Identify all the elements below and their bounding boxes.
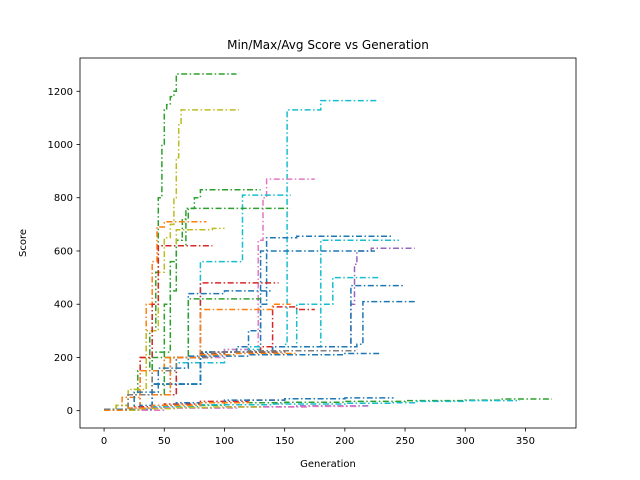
series-layer	[104, 73, 552, 411]
series-line-28	[104, 397, 394, 411]
y-tick-label: 400	[54, 300, 73, 311]
series-line-25	[104, 352, 297, 411]
series-line-32	[104, 405, 358, 411]
x-axis-label: Generation	[300, 459, 356, 470]
x-tick-label: 300	[456, 436, 475, 447]
y-axis-label: Score	[18, 229, 29, 257]
x-axis: 0 50 100 150 200 250 300 350	[101, 428, 535, 447]
y-tick-label: 1000	[48, 140, 73, 151]
x-tick-label: 250	[396, 436, 415, 447]
y-tick-label: 800	[54, 193, 73, 204]
series-line-34	[104, 401, 250, 411]
y-tick-label: 600	[54, 246, 73, 257]
series-line-24	[104, 349, 358, 411]
y-tick-label: 200	[54, 353, 73, 364]
x-tick-label: 350	[516, 436, 535, 447]
plot-frame	[79, 57, 577, 429]
chart-title: Min/Max/Avg Score vs Generation	[227, 38, 429, 52]
x-tick-label: 50	[158, 436, 171, 447]
y-axis: 0 200 400 600 800 1000 1200	[48, 87, 80, 417]
y-tick-label: 0	[67, 406, 73, 417]
x-tick-label: 200	[335, 436, 354, 447]
x-tick-label: 150	[275, 436, 294, 447]
plot-area	[80, 58, 576, 428]
x-tick-label: 100	[215, 436, 234, 447]
x-tick-label: 0	[101, 436, 107, 447]
series-line-30	[104, 399, 521, 411]
y-tick-label: 1200	[48, 87, 73, 98]
